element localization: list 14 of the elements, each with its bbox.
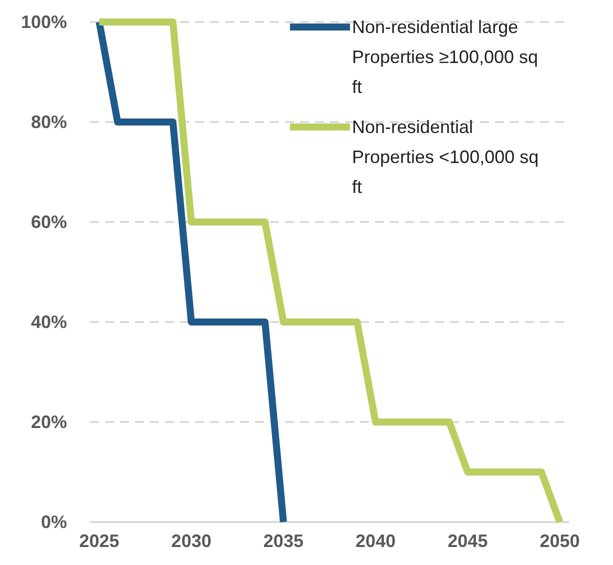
legend-label: Non-residential Properties <100,000 sq ft: [352, 117, 539, 197]
y-tick-label: 40%: [30, 312, 67, 332]
y-tick-label: 0%: [40, 512, 67, 532]
y-tick-label: 80%: [30, 112, 67, 132]
x-tick-label: 2045: [448, 530, 488, 551]
x-tick-label: 2030: [171, 530, 212, 551]
x-tick-label: 2025: [79, 530, 120, 551]
x-tick-label: 2040: [356, 530, 396, 551]
y-tick-label: 60%: [30, 212, 67, 232]
y-tick-label: 20%: [30, 412, 67, 432]
y-tick-label: 100%: [20, 12, 67, 32]
legend-label: Non-residential large Properties ≥100,000 sq ft: [352, 17, 538, 97]
x-tick-label: 2035: [263, 530, 304, 551]
x-tick-label: 2050: [540, 530, 580, 551]
